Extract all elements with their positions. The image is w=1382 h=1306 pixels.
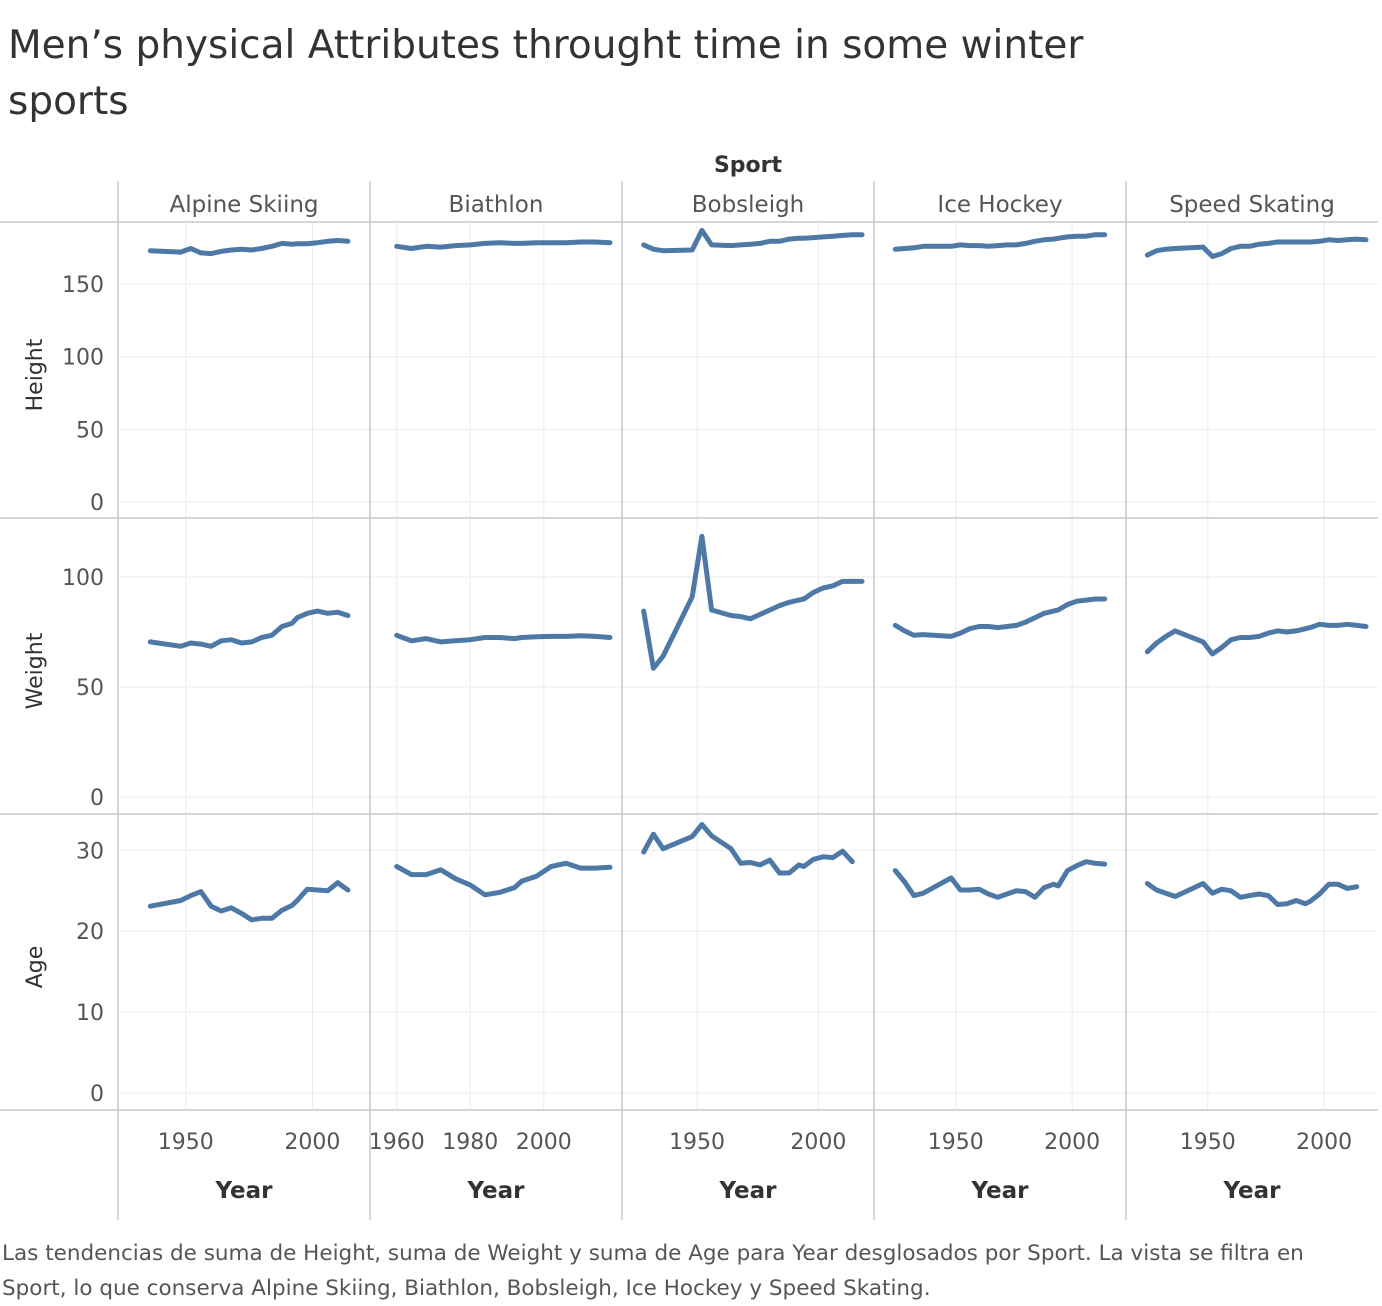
series-line [394, 239, 613, 251]
series-line [892, 596, 1108, 639]
sport-header: Bobsleigh [692, 192, 805, 218]
series-line [1144, 236, 1369, 259]
x-axis-title: Year [214, 1178, 273, 1204]
series-line [147, 880, 351, 923]
chart-title: Men’s physical Attributes throught time … [8, 23, 1084, 124]
y-tick-label: 0 [90, 1082, 104, 1107]
series-line [641, 227, 865, 254]
y-tick-label: 100 [62, 566, 104, 591]
y-tick-label: 50 [76, 676, 104, 701]
series-line [892, 232, 1108, 252]
series-line [1144, 621, 1369, 657]
series-line [394, 632, 613, 645]
y-tick-label: 10 [76, 1001, 104, 1026]
series-line [1144, 881, 1360, 907]
x-tick-label: 2000 [284, 1130, 340, 1155]
x-tick-label: 2000 [516, 1130, 572, 1155]
series-line [147, 608, 351, 649]
x-axis-title: Year [970, 1178, 1029, 1204]
sport-header: Alpine Skiing [169, 192, 318, 218]
x-tick-label: 1950 [669, 1130, 725, 1155]
x-tick-label: 1950 [158, 1130, 214, 1155]
sport-header: Ice Hockey [937, 192, 1062, 218]
series-line [641, 822, 855, 876]
small-multiples-chart: Sport Alpine Skiing Biathlon Bobsleigh Ice H… [0, 153, 1378, 1220]
series-line [892, 859, 1108, 900]
series-line [147, 238, 351, 257]
y-tick-label: 50 [76, 418, 104, 443]
x-tick-label: 2000 [1044, 1130, 1100, 1155]
y-tick-label: 0 [90, 786, 104, 811]
x-tick-label: 1950 [928, 1130, 984, 1155]
measure-label: Height [23, 338, 48, 411]
y-tick-label: 0 [90, 491, 104, 516]
sport-header: Speed Skating [1169, 192, 1335, 218]
series-line [394, 860, 613, 898]
x-tick-label: 2000 [790, 1130, 846, 1155]
x-tick-label: 2000 [1296, 1130, 1352, 1155]
x-tick-label: 1950 [1180, 1130, 1236, 1155]
y-tick-label: 150 [62, 273, 104, 298]
x-tick-label: 1980 [442, 1130, 498, 1155]
y-tick-label: 20 [76, 920, 104, 945]
series-line [641, 533, 865, 671]
chart-caption: Las tendencias de suma de Height, suma d… [2, 1241, 1304, 1301]
sport-header: Biathlon [449, 192, 544, 218]
x-axis-title: Year [466, 1178, 525, 1204]
x-axis-title: Year [718, 1178, 777, 1204]
measure-label: Age [23, 946, 48, 989]
x-tick-label: 1960 [369, 1130, 425, 1155]
column-header-title: Sport [714, 153, 783, 178]
x-axis-title: Year [1222, 1178, 1281, 1204]
y-tick-label: 100 [62, 346, 104, 371]
y-tick-label: 30 [76, 839, 104, 864]
measure-label: Weight [23, 632, 48, 709]
